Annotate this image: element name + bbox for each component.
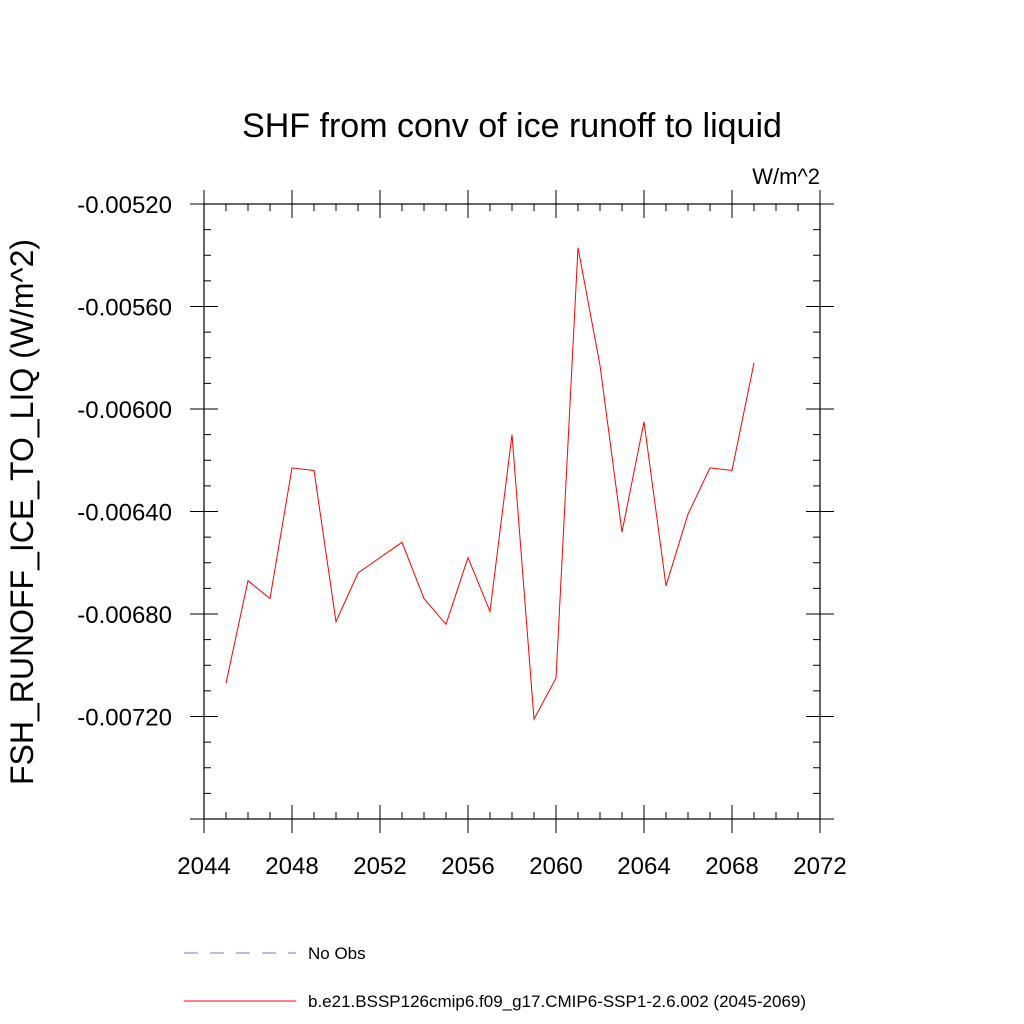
- y-axis-label: FSH_RUNOFF_ICE_TO_LIQ (W/m^2): [4, 239, 40, 785]
- x-tick-label: 2056: [441, 853, 494, 880]
- legend-label-model: b.e21.BSSP126cmip6.f09_g17.CMIP6-SSP1-2.…: [308, 992, 806, 1011]
- x-tick-label: 2048: [265, 853, 318, 880]
- x-tick-label: 2064: [617, 853, 670, 880]
- units-label: W/m^2: [752, 164, 820, 189]
- x-tick-label: 2072: [793, 853, 846, 880]
- legend: No Obs b.e21.BSSP126cmip6.f09_g17.CMIP6-…: [184, 944, 806, 1011]
- y-tick-label: -0.00560: [77, 295, 172, 322]
- x-tick-label: 2052: [353, 853, 406, 880]
- y-tick-label: -0.00680: [77, 602, 172, 629]
- x-tick-label: 2044: [177, 853, 230, 880]
- y-tick-label: -0.00600: [77, 397, 172, 424]
- chart-title: SHF from conv of ice runoff to liquid: [242, 107, 782, 145]
- data-series: [225, 247, 755, 721]
- y-tick-label: -0.00720: [77, 705, 172, 732]
- series-line: [225, 247, 755, 721]
- y-tick-label: -0.00520: [77, 192, 172, 219]
- y-tick-label: -0.00640: [77, 500, 172, 527]
- x-tick-label: 2068: [705, 853, 758, 880]
- axis-ticks: 2044 2048 2052 2056 2060 2064 2068 2072 -0.00520…: [77, 190, 847, 880]
- plot-frame: [203, 203, 821, 820]
- legend-label-no-obs: No Obs: [308, 944, 366, 963]
- x-tick-label: 2060: [529, 853, 582, 880]
